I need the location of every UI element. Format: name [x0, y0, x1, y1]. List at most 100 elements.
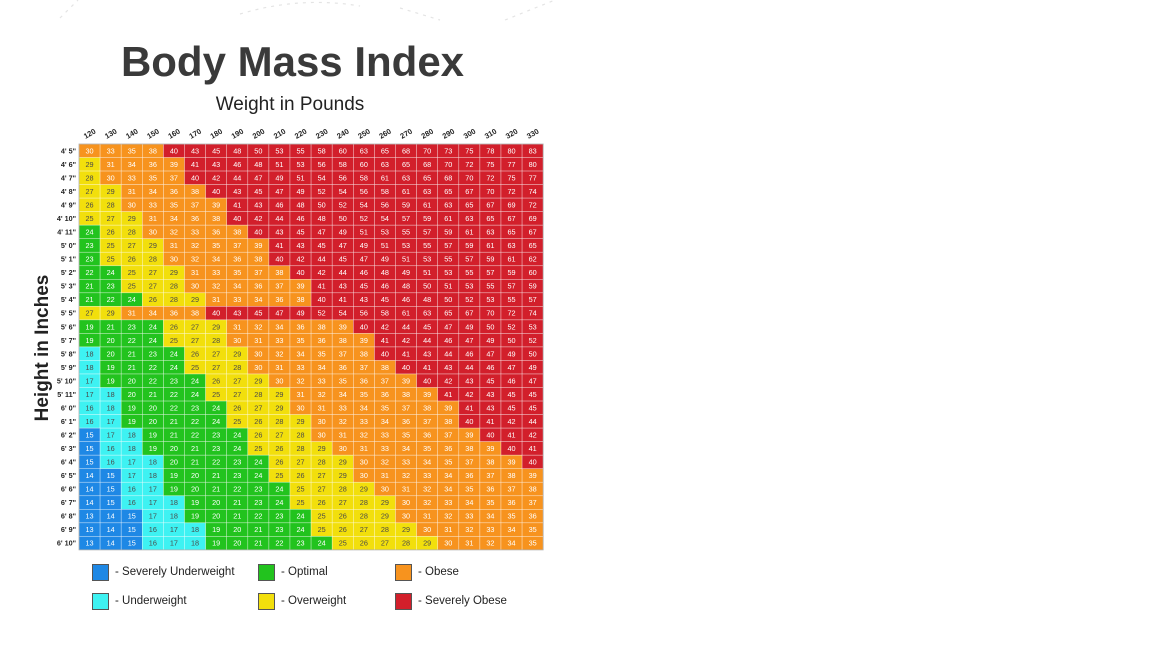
bmi-value-label: 28: [170, 295, 178, 304]
bmi-value-label: 40: [423, 376, 431, 385]
bmi-value-label: 42: [296, 255, 304, 264]
bmi-value-label: 31: [296, 390, 304, 399]
bmi-value-label: 27: [191, 336, 199, 345]
bmi-value-label: 25: [233, 417, 241, 426]
bmi-value-label: 26: [275, 458, 283, 467]
bmi-value-label: 52: [507, 322, 515, 331]
bmi-value-label: 34: [212, 255, 220, 264]
bmi-value-label: 17: [149, 512, 157, 521]
bmi-value-label: 35: [212, 241, 220, 250]
weight-tick-label: 310: [483, 127, 498, 141]
bmi-value-label: 35: [170, 200, 178, 209]
bmi-value-label: 29: [254, 376, 262, 385]
bmi-value-label: 43: [444, 363, 452, 372]
bmi-value-label: 20: [128, 376, 136, 385]
bmi-value-label: 27: [233, 376, 241, 385]
bmi-value-label: 36: [423, 430, 431, 439]
bmi-value-label: 34: [318, 363, 326, 372]
bmi-value-label: 23: [85, 241, 93, 250]
bmi-value-label: 17: [85, 390, 93, 399]
bmi-value-label: 15: [85, 430, 93, 439]
bmi-value-label: 30: [296, 403, 304, 412]
bmi-value-label: 35: [444, 458, 452, 467]
bmi-value-label: 23: [254, 498, 262, 507]
bmi-value-label: 38: [339, 336, 347, 345]
legend-swatch-optimal: [258, 563, 275, 581]
bmi-value-label: 16: [128, 498, 136, 507]
bmi-value-label: 22: [128, 336, 136, 345]
bmi-value-label: 68: [402, 146, 410, 155]
bmi-value-label: 28: [170, 282, 178, 291]
bmi-value-label: 29: [107, 187, 115, 196]
bmi-value-label: 16: [149, 539, 157, 548]
bmi-value-label: 40: [529, 458, 537, 467]
bmi-value-label: 22: [275, 539, 283, 548]
bmi-value-label: 57: [486, 268, 494, 277]
bmi-value-label: 17: [107, 430, 115, 439]
bmi-value-label: 42: [318, 268, 326, 277]
bmi-value-label: 38: [296, 295, 304, 304]
bmi-value-label: 37: [275, 282, 283, 291]
bmi-value-label: 49: [339, 228, 347, 237]
height-tick-label: 6' 7": [61, 498, 76, 507]
bmi-value-label: 42: [381, 322, 389, 331]
bmi-value-label: 49: [296, 309, 304, 318]
bmi-value-label: 55: [296, 146, 304, 155]
bmi-value-label: 32: [486, 539, 494, 548]
bmi-value-label: 51: [275, 160, 283, 169]
bmi-value-label: 31: [233, 322, 241, 331]
bmi-value-label: 24: [149, 322, 157, 331]
bmi-value-label: 53: [465, 282, 473, 291]
bmi-value-label: 40: [402, 363, 410, 372]
bmi-value-label: 50: [507, 336, 515, 345]
bmi-value-label: 30: [318, 417, 326, 426]
bmi-value-label: 29: [296, 417, 304, 426]
bmi-value-label: 43: [465, 376, 473, 385]
bmi-value-label: 43: [254, 200, 262, 209]
bmi-value-label: 52: [318, 187, 326, 196]
bmi-value-label: 67: [507, 214, 515, 223]
bmi-value-label: 23: [85, 255, 93, 264]
bmi-value-label: 32: [191, 241, 199, 250]
bmi-value-label: 75: [465, 146, 473, 155]
bmi-value-label: 22: [149, 363, 157, 372]
bmi-value-label: 56: [360, 187, 368, 196]
bmi-value-label: 50: [486, 322, 494, 331]
bmi-value-label: 57: [529, 295, 537, 304]
bmi-value-label: 17: [149, 498, 157, 507]
bmi-value-label: 26: [212, 376, 220, 385]
bmi-value-label: 58: [339, 160, 347, 169]
bmi-value-label: 23: [275, 525, 283, 534]
bmi-value-label: 22: [170, 390, 178, 399]
bmi-value-label: 36: [233, 255, 241, 264]
bmi-value-label: 33: [149, 200, 157, 209]
weight-tick-label: 160: [166, 127, 181, 141]
bmi-value-label: 24: [107, 268, 115, 277]
grid-border: [78, 143, 544, 551]
legend-swatch-severely-underweight: [92, 563, 109, 581]
bmi-value-label: 36: [381, 390, 389, 399]
bmi-value-label: 30: [233, 336, 241, 345]
legend-item-severely-obese: - Severely Obese: [395, 590, 507, 612]
bmi-value-label: 19: [212, 539, 220, 548]
bmi-value-label: 55: [423, 241, 431, 250]
bmi-value-label: 63: [486, 228, 494, 237]
bmi-value-label: 52: [339, 200, 347, 209]
bmi-value-label: 31: [149, 214, 157, 223]
bmi-value-label: 17: [170, 525, 178, 534]
bmi-value-label: 61: [402, 309, 410, 318]
bmi-value-label: 27: [212, 363, 220, 372]
bmi-value-label: 77: [507, 160, 515, 169]
bmi-value-label: 46: [486, 363, 494, 372]
weight-tick-label: 250: [356, 127, 371, 141]
bmi-value-label: 37: [360, 363, 368, 372]
legend-label-severely-obese: - Severely Obese: [418, 595, 507, 607]
bmi-value-label: 52: [360, 214, 368, 223]
bmi-value-label: 23: [233, 471, 241, 480]
bmi-value-label: 37: [444, 430, 452, 439]
bmi-value-label: 41: [381, 336, 389, 345]
bmi-value-label: 40: [486, 430, 494, 439]
chart-title: Body Mass Index: [120, 38, 465, 85]
bmi-value-label: 18: [128, 444, 136, 453]
legend-item-optimal: - Optimal: [258, 561, 328, 583]
